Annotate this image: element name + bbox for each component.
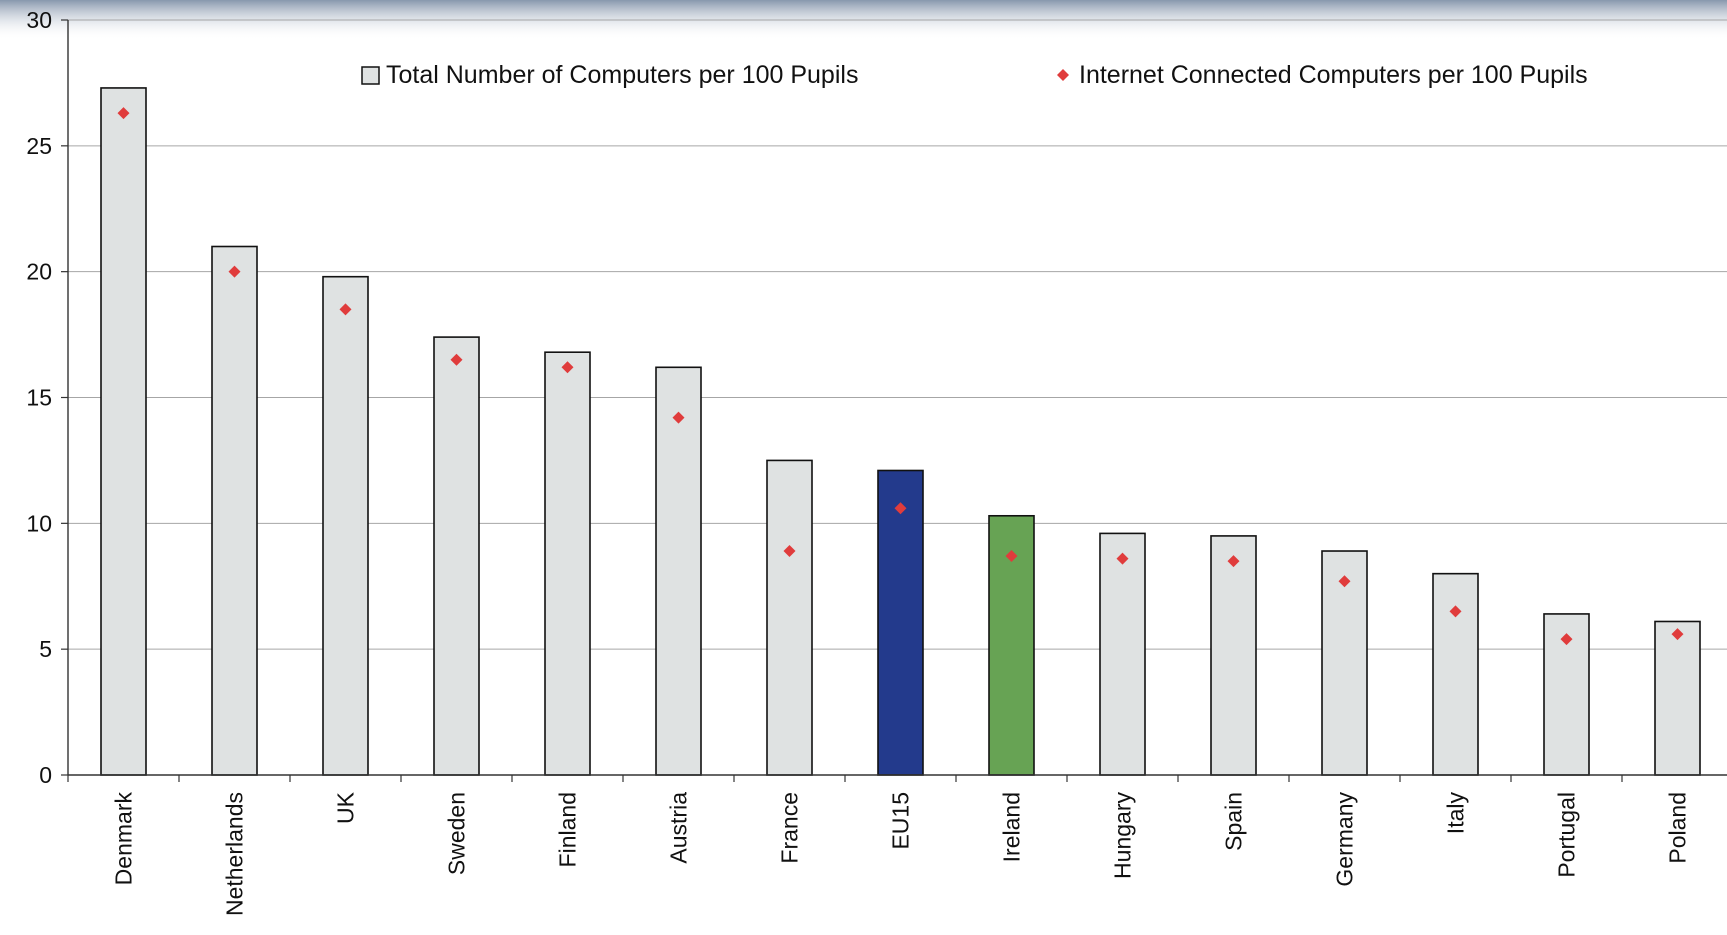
legend: Total Number of Computers per 100 Pupils… bbox=[361, 61, 1588, 89]
marker-uk bbox=[339, 303, 352, 316]
x-tick-label: Ireland bbox=[999, 792, 1025, 862]
bar-austria bbox=[655, 366, 702, 776]
marker-france bbox=[783, 545, 796, 558]
y-tick-label: 20 bbox=[26, 259, 52, 285]
x-tick-label: Austria bbox=[666, 792, 692, 864]
marker-spain bbox=[1227, 555, 1240, 568]
marker-netherlands bbox=[228, 265, 241, 278]
bar-hungary bbox=[1099, 532, 1146, 776]
marker-sweden bbox=[450, 353, 463, 366]
y-tick-label: 30 bbox=[26, 7, 52, 33]
x-tick-label: France bbox=[777, 792, 803, 864]
bar-poland bbox=[1654, 620, 1701, 776]
marker-finland bbox=[561, 361, 574, 374]
y-tick-label: 5 bbox=[39, 636, 52, 662]
x-tick-label: Denmark bbox=[111, 792, 137, 886]
tick-labels: 0 5 10 15 20 25 30 Denmark Netherlands UK Sweden Fi… bbox=[26, 7, 1690, 916]
x-tick-label: Sweden bbox=[444, 792, 470, 875]
x-tick-label: Spain bbox=[1221, 792, 1247, 851]
marker-denmark bbox=[117, 107, 130, 120]
legend-label-internet: Internet Connected Computers per 100 Pup… bbox=[1079, 61, 1588, 89]
bar-eu15 bbox=[877, 469, 924, 776]
marker-austria bbox=[672, 411, 685, 424]
y-tick-label: 15 bbox=[26, 385, 52, 411]
bar-italy bbox=[1432, 572, 1479, 776]
marker-eu15 bbox=[894, 502, 907, 515]
markers bbox=[117, 107, 1684, 646]
x-tick-label: Italy bbox=[1443, 792, 1469, 835]
bars bbox=[100, 87, 1701, 776]
legend-swatch-internet bbox=[1057, 69, 1069, 81]
x-tick-label: EU15 bbox=[888, 792, 914, 850]
bar-uk bbox=[322, 275, 369, 776]
axes bbox=[61, 19, 1727, 782]
bar-denmark bbox=[100, 87, 147, 776]
x-tick-label: Finland bbox=[555, 792, 581, 867]
bar-netherlands bbox=[211, 245, 258, 776]
x-tick-label: Hungary bbox=[1110, 792, 1136, 879]
y-tick-label: 25 bbox=[26, 133, 52, 159]
bar-france bbox=[766, 459, 813, 776]
legend-swatch-total bbox=[361, 66, 380, 85]
marker-hungary bbox=[1116, 552, 1129, 565]
bar-finland bbox=[544, 351, 591, 776]
marker-italy bbox=[1449, 605, 1462, 618]
y-tick-label: 10 bbox=[26, 510, 52, 536]
x-tick-label: Germany bbox=[1332, 792, 1358, 887]
marker-ireland bbox=[1005, 550, 1018, 563]
x-tick-label: Netherlands bbox=[222, 792, 248, 916]
x-tick-label: Portugal bbox=[1554, 792, 1580, 878]
bar-sweden bbox=[433, 336, 480, 776]
marker-poland bbox=[1671, 628, 1684, 641]
y-tick-label: 0 bbox=[39, 762, 52, 788]
x-tick-label: Poland bbox=[1665, 792, 1691, 864]
marker-germany bbox=[1338, 575, 1351, 588]
x-tick-label: UK bbox=[333, 791, 359, 824]
legend-label-total: Total Number of Computers per 100 Pupils bbox=[386, 61, 858, 89]
marker-portugal bbox=[1560, 633, 1573, 646]
bar-spain bbox=[1210, 535, 1257, 776]
